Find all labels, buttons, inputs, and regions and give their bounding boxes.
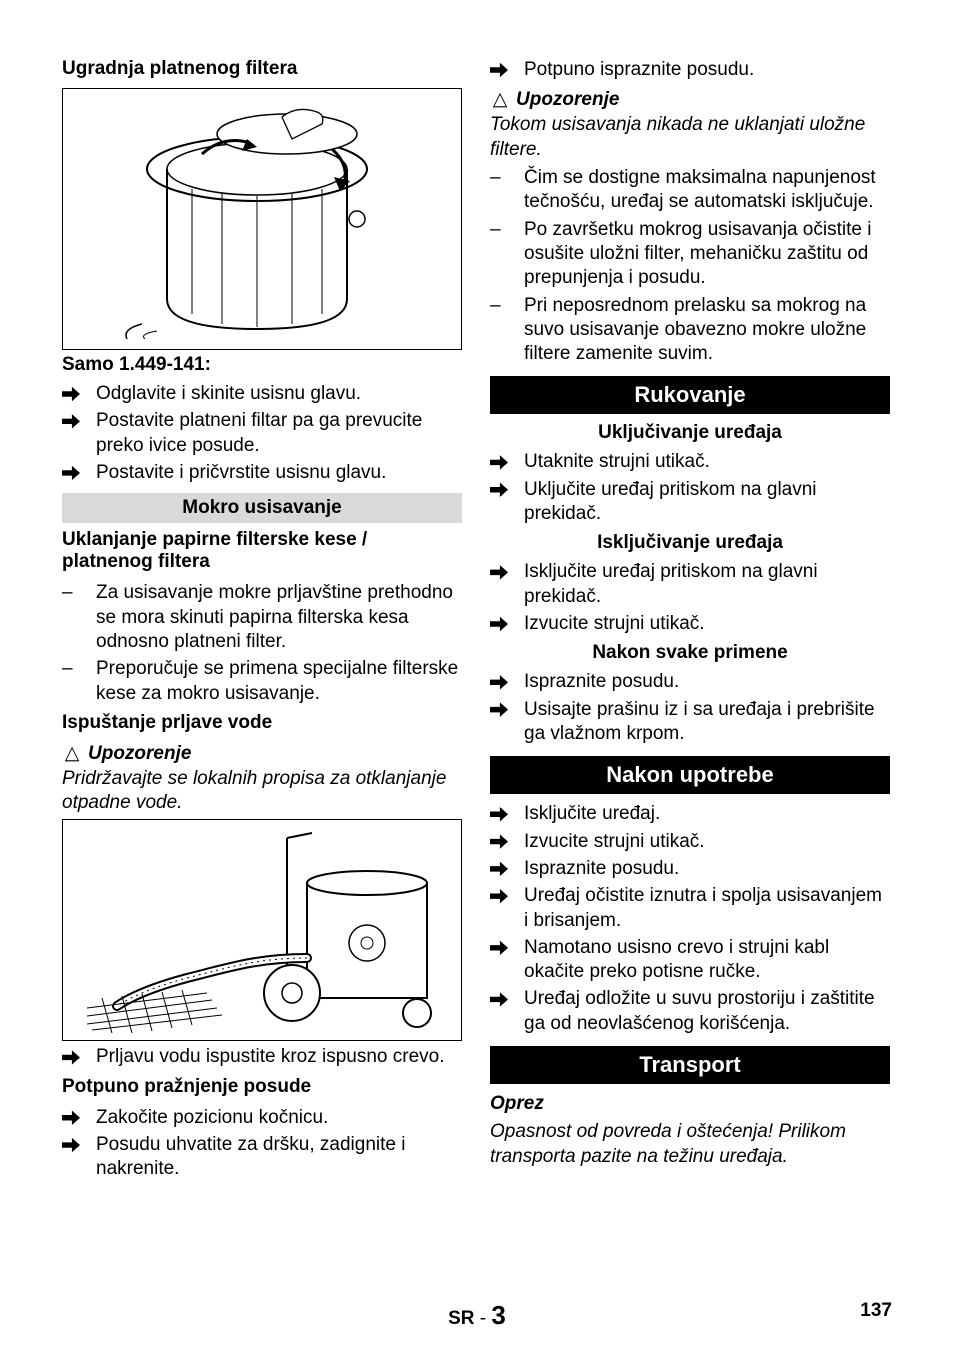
list-item: Namotano usisno crevo i strujni kabl oka… — [490, 936, 890, 985]
list-item: Postavite platneni filtar pa ga prevucit… — [62, 409, 462, 458]
left-column: Ugradnja platnenog filtera — [62, 58, 462, 1188]
oprez-body: Opasnost od povreda i oštećenja! Priliko… — [490, 1120, 890, 1169]
heading-transport: Transport — [490, 1046, 890, 1084]
right-column: Potpuno ispraznite posudu. △ Upozorenje T… — [490, 58, 890, 1188]
steps-nakon-svake: Ispraznite posudu. Usisajte prašinu iz i… — [490, 670, 890, 746]
list-item: Isključite uređaj pritiskom na glavni pr… — [490, 560, 890, 609]
warning-1: △ Upozorenje — [62, 742, 462, 765]
list-item: Isključite uređaj. — [490, 802, 890, 826]
list-item: Usisajte prašinu iz i sa uređaja i prebr… — [490, 698, 890, 747]
warning-1-label: Upozorenje — [88, 743, 191, 764]
heading-ugradnja: Ugradnja platnenog filtera — [62, 58, 462, 80]
figure-filter-install — [62, 88, 462, 350]
steps-iskljucivanje: Isključite uređaj pritiskom na glavni pr… — [490, 560, 890, 636]
page-footer: SR - 3 137 — [62, 1300, 892, 1322]
list-item: Čim se dostigne maksimalna napunjenost t… — [490, 166, 890, 215]
footer-dash: - — [480, 1308, 486, 1329]
warning-2-body: Tokom usisavanja nikada ne uklanjati ulo… — [490, 113, 890, 162]
list-item: Pri neposrednom prelasku sa mokrog na su… — [490, 294, 890, 367]
list-item: Potpuno ispraznite posudu. — [490, 58, 890, 82]
dash-list-2: Čim se dostigne maksimalna napunjenost t… — [490, 166, 890, 367]
list-item: Uključite uređaj pritiskom na glavni pre… — [490, 478, 890, 527]
footer-lang-code: SR — [448, 1308, 474, 1329]
heading-nakon-upotrebe: Nakon upotrebe — [490, 756, 890, 794]
list-item: Uređaj očistite iznutra i spolja usisava… — [490, 884, 890, 933]
caption-samo: Samo 1.449-141: — [62, 354, 462, 376]
steps-potpuno: Zakočite pozicionu kočnicu. Posudu uhvat… — [62, 1106, 462, 1182]
list-item: Postavite i pričvrstite usisnu glavu. — [62, 461, 462, 485]
figure-drain — [62, 819, 462, 1041]
heading-ispustanje: Ispuštanje prljave vode — [62, 712, 462, 734]
heading-iskljucivanje: Isključivanje uređaja — [490, 532, 890, 554]
warning-icon: △ — [62, 742, 82, 765]
list-item: Uređaj odložite u suvu prostoriju i zašt… — [490, 987, 890, 1036]
steps-nakon-upotrebe: Isključite uređaj. Izvucite strujni utik… — [490, 802, 890, 1036]
heading-mokro: Mokro usisavanje — [62, 493, 462, 523]
list-item: Preporučuje se primena specijalne filter… — [62, 657, 462, 706]
warning-1-body: Pridržavajte se lokalnih propisa za otkl… — [62, 767, 462, 816]
dash-list-1: Za usisavanje mokre prljavštine prethodn… — [62, 581, 462, 706]
heading-uklanjanje: Uklanjanje papirne filterske kese / plat… — [62, 529, 462, 573]
page-number: 137 — [860, 1300, 892, 1322]
list-item: Odglavite i skinite usisnu glavu. — [62, 382, 462, 406]
list-item: Zakočite pozicionu kočnicu. — [62, 1106, 462, 1130]
list-item: Za usisavanje mokre prljavštine prethodn… — [62, 581, 462, 654]
list-item: Ispraznite posudu. — [490, 857, 890, 881]
heading-ukljucivanje: Uključivanje uređaja — [490, 422, 890, 444]
list-item: Prljavu vodu ispustite kroz ispusno crev… — [62, 1045, 462, 1069]
list-item: Po završetku mokrog usisavanja očistite … — [490, 218, 890, 291]
steps-ukljucivanje: Utaknite strujni utikač. Uključite uređa… — [490, 450, 890, 526]
warning-2-label: Upozorenje — [516, 89, 619, 110]
step-prljavu: Prljavu vodu ispustite kroz ispusno crev… — [62, 1045, 462, 1069]
list-item: Posudu uhvatite za dršku, zadignite i na… — [62, 1133, 462, 1182]
heading-nakon-svake: Nakon svake primene — [490, 642, 890, 664]
heading-rukovanje: Rukovanje — [490, 376, 890, 414]
heading-potpuno: Potpuno pražnjenje posude — [62, 1076, 462, 1098]
list-item: Utaknite strujni utikač. — [490, 450, 890, 474]
footer-lang: SR - 3 — [448, 1300, 506, 1331]
warning-icon: △ — [490, 88, 510, 111]
steps-install: Odglavite i skinite usisnu glavu. Postav… — [62, 382, 462, 485]
footer-sub: 3 — [491, 1300, 505, 1330]
step-potpuno-ispraznite: Potpuno ispraznite posudu. — [490, 58, 890, 82]
list-item: Ispraznite posudu. — [490, 670, 890, 694]
warning-2: △ Upozorenje — [490, 88, 890, 111]
list-item: Izvucite strujni utikač. — [490, 830, 890, 854]
list-item: Izvucite strujni utikač. — [490, 612, 890, 636]
oprez-label: Oprez — [490, 1092, 890, 1116]
